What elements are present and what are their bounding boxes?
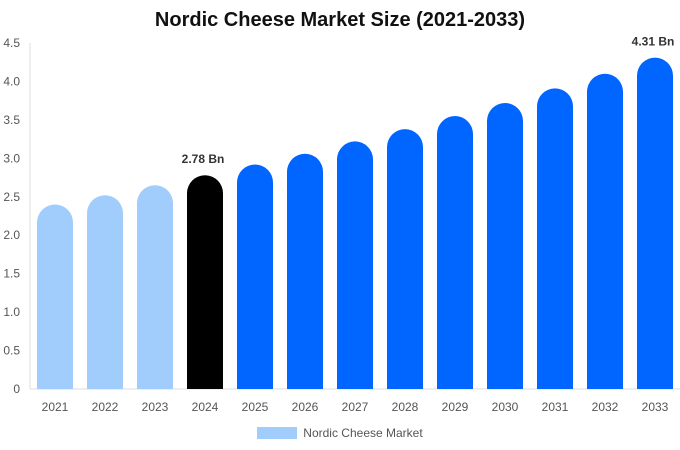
x-tick-label: 2031	[542, 400, 569, 414]
chart-title: Nordic Cheese Market Size (2021-2033)	[154, 9, 526, 31]
bar-2023	[137, 185, 173, 389]
bar-2025	[237, 164, 273, 389]
x-tick-label: 2027	[342, 400, 369, 414]
x-tick-label: 2023	[142, 400, 169, 414]
x-tick-label: 2025	[242, 400, 269, 414]
y-tick-label: 2.0	[3, 228, 20, 242]
bar-2030	[487, 102, 523, 390]
data-label-2024: 2.78 Bn	[182, 152, 225, 166]
bar-2027	[337, 141, 373, 389]
y-tick-label: 4.0	[3, 74, 20, 88]
y-tick-label: 1.5	[3, 267, 20, 281]
x-tick-label: 2029	[442, 400, 469, 414]
x-tick-label: 2030	[492, 400, 519, 414]
data-label-2033: 4.31 Bn	[632, 35, 675, 49]
x-tick-label: 2033	[642, 400, 669, 414]
bar-2033	[637, 57, 673, 389]
bar-2021	[37, 204, 73, 389]
x-tick-label: 2024	[192, 400, 219, 414]
x-tick-label: 2021	[42, 400, 69, 414]
y-tick-label: 3.5	[3, 113, 20, 127]
x-tick-label: 2022	[92, 400, 119, 414]
bar-2029	[437, 116, 473, 390]
y-tick-label: 3.0	[3, 151, 20, 165]
y-tick-label: 2.5	[3, 190, 20, 204]
bar-2022	[87, 195, 123, 389]
legend[interactable]: Nordic Cheese Market	[0, 426, 680, 440]
legend-label: Nordic Cheese Market	[303, 426, 423, 440]
x-tick-label: 2026	[292, 400, 319, 414]
bar-2031	[537, 88, 573, 389]
bar-2028	[387, 129, 423, 390]
y-tick-label: 1.0	[3, 305, 20, 319]
bar-2032	[587, 73, 623, 389]
bar-2024	[187, 175, 223, 389]
legend-swatch	[257, 427, 298, 439]
x-tick-label: 2028	[392, 400, 419, 414]
x-tick-label: 2032	[592, 400, 619, 414]
bar-2026	[287, 153, 323, 389]
y-tick-label: 4.5	[3, 36, 20, 50]
y-tick-label: 0	[13, 382, 20, 396]
y-tick-label: 0.5	[3, 344, 20, 358]
